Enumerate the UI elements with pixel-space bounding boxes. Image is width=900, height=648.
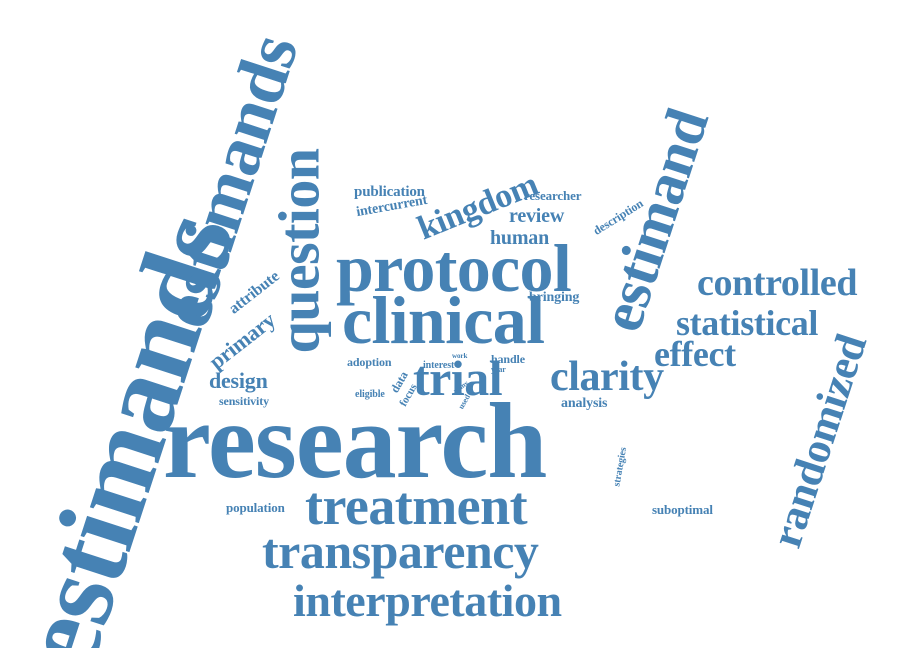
word-adoption: adoption [347, 355, 392, 369]
word-randomized: randomized [761, 328, 877, 554]
word-effect: effect [654, 334, 736, 374]
word-eligible: eligible [355, 389, 385, 400]
word-bringing: bringing [529, 290, 580, 305]
word-interpretation: interpretation [293, 575, 562, 626]
word-review: review [509, 205, 565, 227]
word-research: research [163, 382, 547, 501]
word-question: question [266, 148, 332, 354]
word-suboptimal: suboptimal [652, 502, 713, 517]
word-work: work [452, 352, 468, 360]
word-human: human [490, 227, 550, 249]
word-researcher: researcher [524, 188, 582, 203]
word-transparency: transparency [262, 523, 539, 579]
word-strategies: strategies [611, 446, 630, 488]
word-protocol: protocol [336, 230, 572, 306]
word-clinical: clinical [342, 282, 545, 358]
word-clarity: clarity [550, 354, 664, 400]
word-analysis: analysis [561, 396, 608, 411]
word-interest: interest [423, 360, 455, 371]
word-sensitivity: sensitivity [219, 394, 270, 408]
word-design: design [209, 368, 268, 393]
word-statistical: statistical [676, 303, 819, 343]
word-population: population [226, 500, 285, 515]
word-trial: trial [413, 350, 503, 406]
word-controlled: controlled [697, 262, 858, 304]
word-handle: handle [491, 352, 525, 366]
word-publication: publication [354, 184, 425, 200]
word-year: year [491, 365, 506, 374]
word-treatment: treatment [305, 476, 528, 536]
